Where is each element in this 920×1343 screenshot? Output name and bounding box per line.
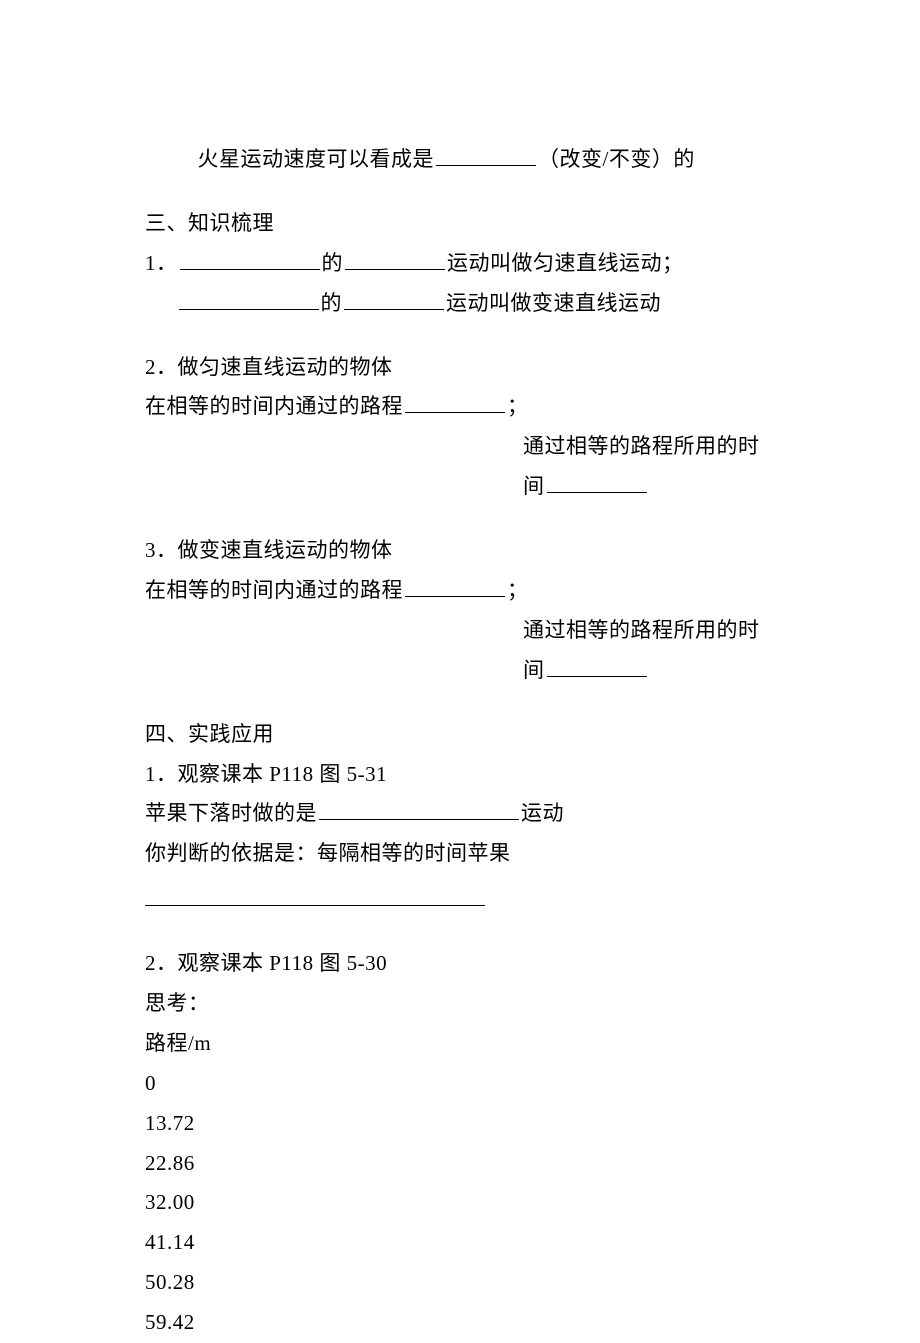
item2-l1: 2．观察课本 P118 图 5-30: [145, 944, 775, 984]
section-3: 三、知识梳理 1．的运动叫做匀速直线运动； 的运动叫做变速直线运动 2．做匀速直…: [145, 204, 775, 691]
item1-l2-prefix: 苹果下落时做的是: [145, 801, 317, 825]
blank-4b: [145, 885, 485, 906]
distance-values: 0 13.72 22.86 32.00 41.14 50.28 59.42: [145, 1064, 775, 1343]
item1-suffix1: 运动叫做匀速直线运动；: [447, 251, 684, 275]
item3-line1-prefix: 在相等的时间内通过的路程: [145, 578, 403, 602]
item3-line2-wrap: 通过相等的路程所用的时间: [145, 611, 775, 691]
item3-line1: 在相等的时间内通过的路程 ；: [145, 571, 775, 611]
item3-line1-suffix: ；: [507, 578, 529, 602]
section-3-heading: 三、知识梳理: [145, 204, 775, 244]
item1-l2: 苹果下落时做的是 运动: [145, 794, 775, 834]
blank-1d: [344, 289, 444, 310]
item1-l2-suffix: 运动: [521, 801, 564, 825]
section-3-item-1: 1．的运动叫做匀速直线运动； 的运动叫做变速直线运动: [145, 244, 775, 324]
distance-value: 50.28: [145, 1263, 775, 1303]
distance-value: 32.00: [145, 1183, 775, 1223]
blank-1a: [180, 249, 320, 270]
item2-line2-wrap: 通过相等的路程所用的时间: [145, 427, 775, 507]
item1-num: 1．: [145, 251, 178, 275]
item2-l2: 思考：: [145, 984, 775, 1024]
blank-mars: [436, 145, 536, 166]
item1-l3: 你判断的依据是：每隔相等的时间苹果: [145, 834, 775, 874]
distance-value: 13.72: [145, 1104, 775, 1144]
section-4-item-2: 2．观察课本 P118 图 5-30 思考： 路程/m 0 13.72 22.8…: [145, 944, 775, 1343]
blank-2b: [547, 472, 647, 493]
section-4: 四、实践应用 1．观察课本 P118 图 5-31 苹果下落时做的是 运动 你判断…: [145, 715, 775, 1343]
item1-l4: [145, 880, 775, 920]
item2-line1: 在相等的时间内通过的路程 ；: [145, 387, 775, 427]
item2-line1-prefix: 在相等的时间内通过的路程: [145, 394, 403, 418]
item1-l1: 1．观察课本 P118 图 5-31: [145, 755, 775, 795]
section-4-heading: 四、实践应用: [145, 715, 775, 755]
item3-heading: 3．做变速直线运动的物体: [145, 531, 775, 571]
item1-mid2: 的: [321, 291, 343, 315]
blank-3a: [405, 576, 505, 597]
item2-heading: 2．做匀速直线运动的物体: [145, 348, 775, 388]
document-body: 火星运动速度可以看成是 （改变/不变）的 三、知识梳理 1． 的 运动叫做匀速直线运动…: [145, 140, 775, 1343]
section-4-item-1: 1．观察课本 P118 图 5-31 苹果下落时做的是 运动 你判断的依据是：每隔…: [145, 755, 775, 921]
distance-value: 59.42: [145, 1303, 775, 1343]
distance-value: 0: [145, 1064, 775, 1104]
mars-suffix: （改变/不变）的: [538, 147, 695, 171]
distance-value: 41.14: [145, 1223, 775, 1263]
blank-2a: [405, 392, 505, 413]
blank-1c: [179, 289, 319, 310]
item2-line1-suffix: ；: [507, 394, 529, 418]
mars-speed-line: 火星运动速度可以看成是 （改变/不变）的: [145, 140, 775, 180]
item2-l3: 路程/m: [145, 1024, 775, 1064]
distance-value: 22.86: [145, 1144, 775, 1184]
item1-line1: 1． 的 运动叫做匀速直线运动；: [145, 244, 775, 284]
item1-suffix2: 运动叫做变速直线运动: [446, 291, 661, 315]
mars-prefix: 火星运动速度可以看成是: [198, 147, 435, 171]
blank-4a: [319, 799, 519, 820]
item1-line2: 的 运动叫做变速直线运动: [145, 284, 775, 324]
blank-3b: [547, 656, 647, 677]
section-3-item-3: 3．做变速直线运动的物体 在相等的时间内通过的路程 ； 通过相等的路程所用的时间: [145, 531, 775, 691]
item1-mid1: 的: [322, 251, 344, 275]
section-3-item-2: 2．做匀速直线运动的物体 在相等的时间内通过的路程 ； 通过相等的路程所用的时间: [145, 348, 775, 508]
blank-1b: [345, 249, 445, 270]
